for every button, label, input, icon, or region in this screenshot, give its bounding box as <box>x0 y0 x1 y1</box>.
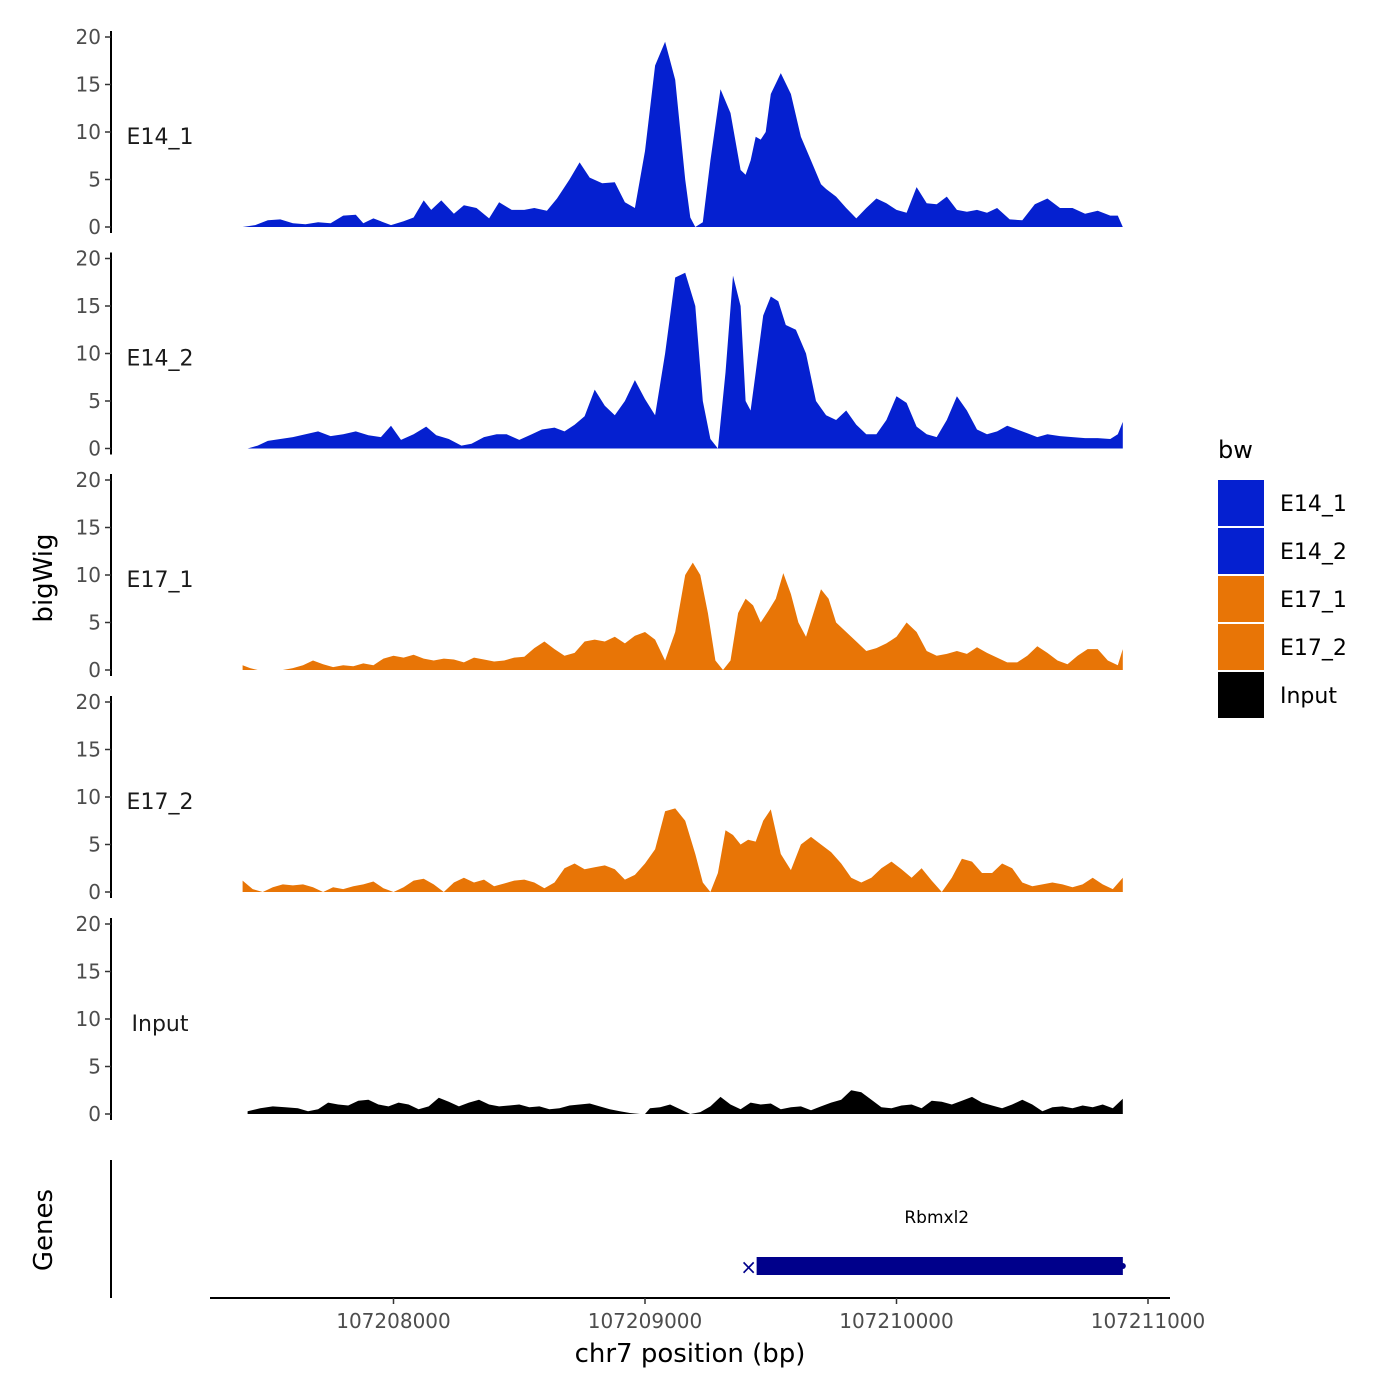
track-E17_2: 0 5 10 15 20 E17_2 <box>76 690 1123 904</box>
track-label: E17_1 <box>127 568 194 593</box>
y-tick-label: 0 <box>88 880 101 904</box>
gene-Rbmxl2: × Rbmxl2 <box>740 1208 1126 1279</box>
x-axis: 107208000 107209000 107210000 107211000 <box>210 1297 1206 1333</box>
gene-strand-marker: × <box>740 1255 757 1279</box>
x-tick-label: 107208000 <box>336 1309 451 1333</box>
signal-area-Input <box>247 1090 1123 1114</box>
track-E17_1: 0 5 10 15 20 E17_1 <box>76 468 1123 682</box>
track-label: E14_1 <box>127 125 194 150</box>
y-tick-label: 5 <box>88 168 101 192</box>
y-tick-label: 0 <box>88 658 101 682</box>
y-tick-label: 0 <box>88 1102 101 1126</box>
y-tick-label: 15 <box>76 294 101 318</box>
signal-area-E14_2 <box>247 272 1123 449</box>
track-label: E17_2 <box>127 790 194 815</box>
track-label: Input <box>132 1012 189 1037</box>
y-tick-label: 15 <box>76 73 101 97</box>
x-tick-label: 107211000 <box>1091 1309 1206 1333</box>
y-tick-label: 5 <box>88 833 101 857</box>
signal-area-E17_1 <box>242 562 1123 670</box>
signal-area-E14_1 <box>242 41 1123 227</box>
y-tick-label: 10 <box>76 120 101 144</box>
y-tick-label: 0 <box>88 437 101 461</box>
y-tick-label: 5 <box>88 389 101 413</box>
gene-name-label: Rbmxl2 <box>904 1208 969 1228</box>
legend-item: E14_2 <box>1218 528 1347 574</box>
tracks-layer: 05101520E14_105101520E14_205101520E17_10… <box>76 25 1123 1126</box>
x-tick-label: 107209000 <box>588 1309 703 1333</box>
y-tick-label: 20 <box>76 468 101 492</box>
y-tick-label: 15 <box>76 960 101 984</box>
y-tick-label: 10 <box>76 342 101 366</box>
legend-swatch <box>1218 672 1264 718</box>
y-tick-label: 20 <box>76 247 101 271</box>
legend-swatch <box>1218 528 1264 574</box>
legend-swatch <box>1218 576 1264 622</box>
x-axis-title: chr7 position (bp) <box>575 1339 806 1369</box>
y-tick-label: 10 <box>76 563 101 587</box>
y-tick-label: 5 <box>88 611 101 635</box>
legend-title: bw <box>1218 436 1253 464</box>
y-tick-label: 5 <box>88 1055 101 1079</box>
y-tick-label: 10 <box>76 1007 101 1031</box>
legend-label: E14_1 <box>1280 492 1347 517</box>
legend-item: Input <box>1218 672 1337 718</box>
legend-swatch <box>1218 624 1264 670</box>
track-label: E14_2 <box>127 347 194 372</box>
y-tick-label: 15 <box>76 516 101 540</box>
legend-label: Input <box>1280 684 1337 709</box>
legend-item: E17_2 <box>1218 624 1347 670</box>
genes-track-label: Genes <box>29 1189 59 1271</box>
legend-label: E17_2 <box>1280 636 1347 661</box>
legend-swatch <box>1218 480 1264 526</box>
legend: E14_1 E14_2 E17_1 E17_2 Input <box>1218 480 1347 718</box>
legend-item: E14_1 <box>1218 480 1347 526</box>
track-E14_2: 0 5 10 15 20 E14_2 <box>76 247 1123 461</box>
x-tick-label: 107210000 <box>839 1309 954 1333</box>
y-tick-label: 20 <box>76 912 101 936</box>
y-tick-label: 20 <box>76 690 101 714</box>
legend-item: E17_1 <box>1218 576 1347 622</box>
y-tick-label: 20 <box>76 25 101 49</box>
track-E14_1: 0 5 10 15 20 E14_1 <box>76 25 1123 239</box>
signal-area-E17_2 <box>242 808 1123 892</box>
gene-body <box>756 1257 1123 1275</box>
gene-end-marker <box>1119 1263 1126 1269</box>
y-tick-label: 10 <box>76 785 101 809</box>
y-tick-label: 0 <box>88 215 101 239</box>
genes-layer: × Rbmxl2 <box>110 1160 1126 1298</box>
y-axis-title: bigWig <box>29 533 59 622</box>
track-Input: 0 5 10 15 20 Input <box>76 912 1123 1126</box>
legend-label: E14_2 <box>1280 540 1347 565</box>
legend-label: E17_1 <box>1280 588 1347 613</box>
y-tick-label: 15 <box>76 738 101 762</box>
